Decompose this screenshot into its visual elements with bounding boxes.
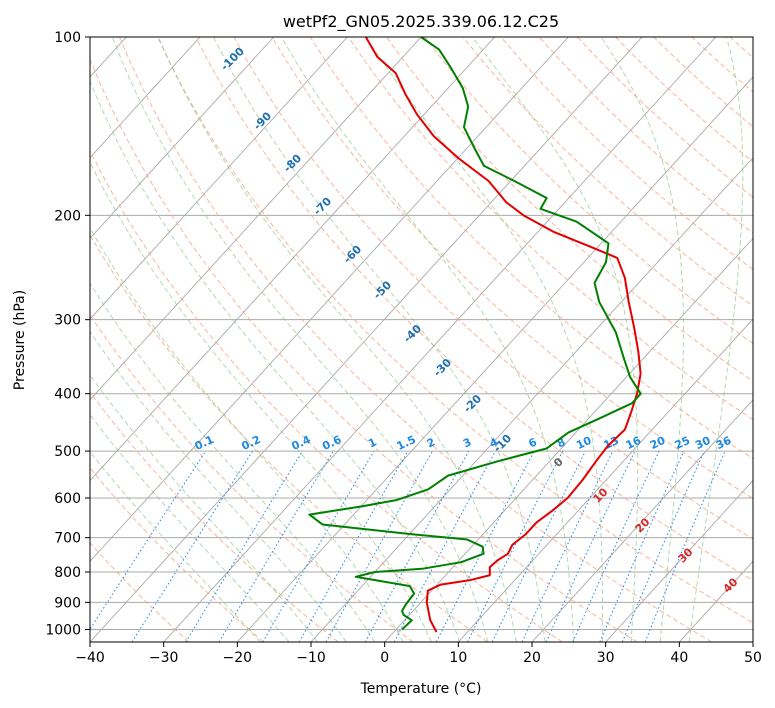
moist-adiabat [600, 37, 684, 642]
y-tick-label: 100 [54, 30, 81, 46]
y-tick-label: 900 [54, 595, 81, 611]
x-tick-label: 30 [597, 650, 615, 666]
moist-adiabat [90, 330, 347, 642]
x-tick-label: 20 [523, 650, 541, 666]
x-tick-label: −40 [75, 650, 105, 666]
mixing-ratio-line [90, 450, 207, 631]
x-tick-label: 40 [670, 650, 688, 666]
dry-adiabat [309, 37, 753, 460]
profile-lines [308, 37, 642, 633]
moist-adiabat [688, 37, 744, 642]
moist-adiabat [280, 37, 575, 642]
isotherm-gridline [90, 37, 496, 482]
mixing-ratio-line [185, 450, 303, 642]
x-tick-label: −10 [296, 650, 326, 666]
moist-adiabat [90, 79, 461, 642]
moist-adiabat [90, 282, 376, 642]
y-axis: 100 200 300 400 500 600 700 800 900 1000 [45, 30, 90, 638]
isotherm-gridline [531, 399, 753, 642]
moist-adiabat [90, 413, 290, 642]
dry-adiabat [157, 37, 753, 624]
moist-adiabat [157, 37, 517, 642]
isotherm-gridline [90, 37, 348, 320]
mixing-ratio-line [644, 450, 726, 642]
mixing-ratio-line [325, 450, 433, 642]
dry-adiabat [118, 37, 712, 642]
moist-adiabat [90, 226, 404, 642]
moist-adiabat [111, 37, 489, 642]
dry-adiabat [424, 37, 753, 344]
mixing-ratio-line [599, 450, 685, 642]
y-axis-label: Pressure (hPa) [12, 290, 28, 390]
isotherm-gridline [90, 37, 569, 562]
mixing-ratio-label: 20 [648, 434, 668, 452]
isotherm-gridline [90, 37, 643, 642]
isotherm-gridline [605, 479, 753, 642]
dewpoint-profile-line [308, 37, 642, 631]
background-lines [90, 37, 753, 642]
mixing-ratio-label: 30 [693, 434, 713, 452]
x-tick-label: 0 [380, 650, 389, 666]
moist-adiabat [90, 450, 261, 642]
y-tick-label: 400 [54, 387, 81, 403]
x-axis: −40 −30 −20 −10 0 10 20 30 40 50 [75, 642, 762, 666]
y-tick-label: 1000 [45, 622, 81, 638]
mixing-ratio-label: 25 [673, 434, 692, 452]
temperature-profile-line [364, 37, 642, 633]
moist-adiabat [365, 37, 603, 642]
y-tick-label: 800 [54, 565, 81, 581]
isotherm-gridline [237, 76, 753, 642]
moist-adiabat [213, 37, 546, 642]
mixing-ratio-line [572, 450, 660, 642]
x-tick-label: 50 [744, 650, 762, 666]
plot-frame [89, 36, 754, 643]
mixing-ratio-line [364, 450, 470, 642]
mixing-ratio-line [621, 450, 705, 642]
y-tick-label: 700 [54, 531, 81, 547]
x-tick-label: −30 [149, 650, 179, 666]
moist-adiabat [90, 161, 432, 642]
dry-adiabat [386, 37, 753, 382]
dry-adiabat [233, 37, 753, 540]
mixing-ratio-label: 36 [714, 434, 734, 452]
mixing-ratio-line [393, 450, 496, 642]
dry-adiabat [90, 149, 563, 642]
chart-title: wetPf2_GN05.2025.339.06.12.C25 [283, 12, 559, 32]
mixing-ratio-label: 16 [624, 434, 644, 452]
y-tick-label: 500 [54, 444, 81, 460]
y-tick-label: 300 [54, 313, 81, 329]
y-tick-label: 600 [54, 491, 81, 507]
isotherm-gridline [163, 37, 717, 642]
mixing-ratio-line [467, 450, 564, 642]
dry-adiabat [271, 37, 753, 500]
isotherm-gridline [90, 37, 201, 159]
isotherm-gridline [384, 237, 753, 642]
x-axis-label: Temperature (°C) [360, 681, 482, 697]
mixing-ratio-label: 10 [574, 434, 594, 452]
mixing-ratio-line [131, 450, 254, 642]
isotherm-gridline [458, 318, 753, 642]
dry-adiabat [195, 37, 753, 582]
moist-adiabat [472, 37, 639, 642]
x-tick-label: 10 [449, 650, 467, 666]
isotherm-gridline [90, 37, 275, 240]
y-tick-label: 200 [54, 208, 81, 224]
x-tick-label: −20 [223, 650, 253, 666]
isotherm-gridline [90, 37, 422, 401]
